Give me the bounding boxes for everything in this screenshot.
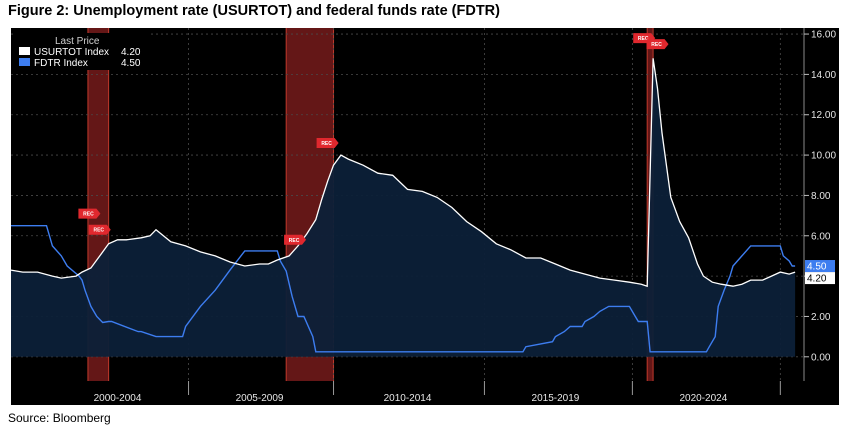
legend-label-usurtot: USURTOT Index	[34, 47, 109, 58]
rec-marker: REC	[284, 234, 307, 245]
usurtot-area-layer	[11, 58, 796, 357]
rec-marker-flag	[88, 224, 111, 235]
legend-swatch-fdtr	[19, 58, 30, 66]
x-axis-labels: 2000-2004 2005-2009 2010-2014 2015-2019 2020…	[94, 381, 781, 404]
rec-marker-flag	[316, 137, 339, 148]
x-tick-label: 2005-2009	[236, 393, 284, 404]
fdtr-badge: 4.50	[807, 262, 827, 273]
usurtot-area	[11, 58, 796, 357]
x-tick-label: 2010-2014	[384, 393, 432, 404]
legend-box	[14, 33, 150, 70]
x-tick-label: 2020-2024	[679, 393, 727, 404]
y-tick-label: 6.00	[811, 231, 831, 242]
rec-marker-label: REC	[93, 228, 104, 234]
y-tick-label: 12.00	[811, 110, 836, 121]
y-tick-label: 10.00	[811, 151, 836, 162]
rec-marker-label: REC	[321, 141, 332, 147]
rec-marker-label: REC	[83, 212, 94, 218]
y-axis-panel	[804, 28, 839, 381]
rec-marker: REC	[646, 39, 669, 50]
rec-marker-flag	[284, 234, 307, 245]
legend-value-usurtot: 4.20	[121, 47, 141, 58]
rec-marker-flag	[78, 208, 101, 219]
legend-swatch-usurtot	[19, 47, 30, 55]
rec-marker-label: REC	[651, 42, 662, 48]
last-value-badges: 4.50 4.20	[805, 260, 835, 285]
usurtot-badge: 4.20	[807, 274, 827, 285]
y-tick-label: 14.00	[811, 70, 836, 81]
y-tick-label: 2.00	[811, 312, 831, 323]
x-tick-label: 2000-2004	[94, 393, 142, 404]
y-tick-label: 16.00	[811, 30, 836, 41]
rec-marker: REC	[78, 208, 101, 219]
figure-title: Figure 2: Unemployment rate (USURTOT) an…	[8, 3, 500, 19]
rec-marker-label: REC	[289, 238, 300, 244]
rec-marker: REC	[88, 224, 111, 235]
usurtot-line	[10, 58, 796, 288]
figure-source: Source: Bloomberg	[8, 411, 111, 425]
y-tick-label: 0.00	[811, 352, 831, 363]
legend: Last Price USURTOT Index 4.20 FDTR Index…	[14, 33, 150, 70]
fdtr-line	[11, 225, 796, 353]
legend-label-fdtr: FDTR Index	[34, 58, 88, 69]
legend-value-fdtr: 4.50	[121, 58, 141, 69]
x-axis-panel	[11, 381, 839, 405]
y-tick-label: 8.00	[811, 191, 831, 202]
series-lines	[10, 58, 796, 353]
rec-marker: REC	[316, 137, 339, 148]
fdtr-badge-box	[805, 260, 835, 273]
usurtot-badge-box	[805, 272, 835, 285]
rec-marker-flag	[646, 39, 669, 50]
x-tick-label: 2015-2019	[532, 393, 580, 404]
rec-marker-label: REC	[638, 36, 649, 42]
legend-header: Last Price	[55, 36, 100, 47]
